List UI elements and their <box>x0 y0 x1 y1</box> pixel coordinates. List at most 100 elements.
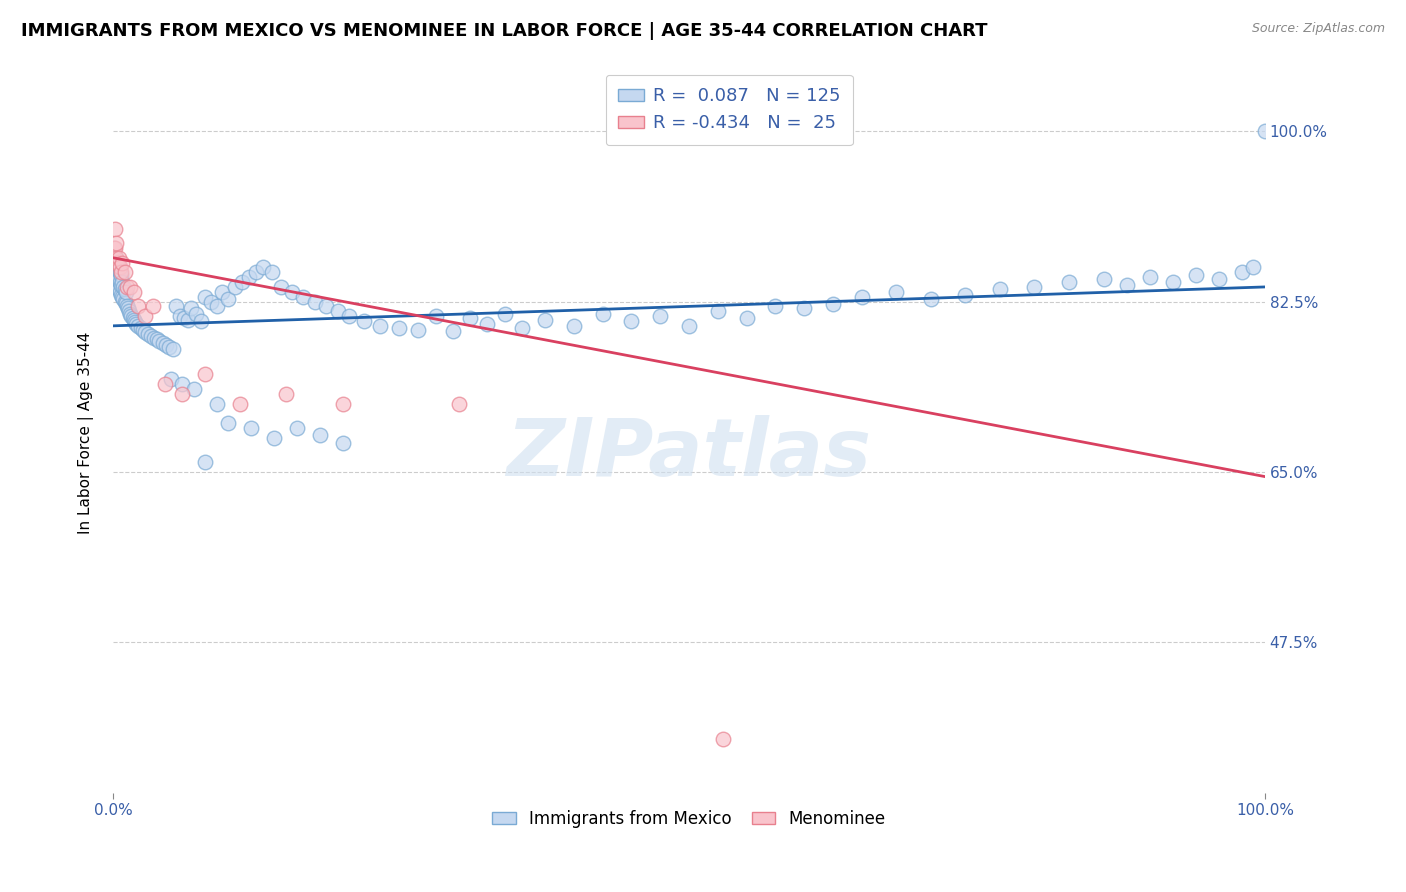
Y-axis label: In Labor Force | Age 35-44: In Labor Force | Age 35-44 <box>79 332 94 534</box>
Point <box>107 255 129 269</box>
Point <box>920 292 942 306</box>
Point <box>477 317 499 331</box>
Point <box>274 387 297 401</box>
Point <box>129 320 152 334</box>
Point <box>240 421 263 435</box>
Point <box>105 251 128 265</box>
Point <box>194 290 217 304</box>
Point <box>146 333 169 347</box>
Point <box>309 427 332 442</box>
Point <box>245 265 267 279</box>
Point <box>114 296 136 310</box>
Point <box>368 318 391 333</box>
Point <box>105 275 128 289</box>
Point <box>104 280 127 294</box>
Point <box>111 255 134 269</box>
Point <box>260 265 283 279</box>
Point <box>211 285 233 299</box>
Point <box>115 299 138 313</box>
Point <box>534 313 557 327</box>
Point <box>124 315 146 329</box>
Point <box>132 323 155 337</box>
Point <box>112 280 135 294</box>
Point <box>183 382 205 396</box>
Point <box>104 255 127 269</box>
Point <box>103 265 125 279</box>
Point <box>107 272 129 286</box>
Point <box>108 275 131 289</box>
Point <box>304 294 326 309</box>
Point <box>1208 272 1230 286</box>
Point <box>706 304 728 318</box>
Point <box>169 309 191 323</box>
Point <box>105 251 128 265</box>
Point <box>884 285 907 299</box>
Point <box>425 309 447 323</box>
Point <box>104 241 127 255</box>
Point <box>173 311 195 326</box>
Point <box>458 311 481 326</box>
Point <box>190 314 212 328</box>
Point <box>510 320 533 334</box>
Legend: Immigrants from Mexico, Menominee: Immigrants from Mexico, Menominee <box>485 804 893 835</box>
Point <box>118 304 141 318</box>
Point <box>111 275 134 289</box>
Point <box>326 304 349 318</box>
Point <box>1024 280 1046 294</box>
Point <box>270 280 292 294</box>
Point <box>1241 260 1264 275</box>
Point <box>103 241 125 255</box>
Point <box>172 387 194 401</box>
Point <box>114 285 136 299</box>
Point <box>139 328 162 343</box>
Point <box>1115 277 1137 292</box>
Point <box>620 314 643 328</box>
Point <box>122 313 145 327</box>
Point <box>1139 270 1161 285</box>
Point <box>110 287 132 301</box>
Point <box>229 397 252 411</box>
Point <box>332 397 354 411</box>
Point <box>155 338 177 352</box>
Point <box>134 325 156 339</box>
Point <box>332 435 354 450</box>
Point <box>143 330 166 344</box>
Point <box>120 309 142 323</box>
Point <box>200 294 222 309</box>
Point <box>159 340 181 354</box>
Point <box>177 313 200 327</box>
Point <box>115 280 138 294</box>
Point <box>152 336 174 351</box>
Point <box>110 265 132 279</box>
Point <box>1254 124 1277 138</box>
Point <box>988 282 1011 296</box>
Point <box>107 251 129 265</box>
Point <box>110 268 132 283</box>
Point <box>1161 275 1184 289</box>
Point <box>292 290 315 304</box>
Point <box>159 372 181 386</box>
Point <box>217 416 239 430</box>
Point <box>125 317 148 331</box>
Point <box>315 299 337 313</box>
Point <box>441 324 464 338</box>
Text: ZIPatlas: ZIPatlas <box>506 416 872 493</box>
Point <box>114 294 136 309</box>
Point <box>134 309 156 323</box>
Point <box>224 280 246 294</box>
Point <box>108 260 131 275</box>
Point <box>117 301 139 316</box>
Point <box>120 307 142 321</box>
Point <box>127 318 149 333</box>
Point <box>713 732 735 747</box>
Point <box>105 265 128 279</box>
Point <box>184 307 207 321</box>
Point <box>678 318 700 333</box>
Point <box>104 221 127 235</box>
Point <box>1230 265 1253 279</box>
Point <box>217 292 239 306</box>
Point <box>735 311 758 326</box>
Point <box>148 334 170 349</box>
Point <box>1092 272 1115 286</box>
Point <box>285 421 308 435</box>
